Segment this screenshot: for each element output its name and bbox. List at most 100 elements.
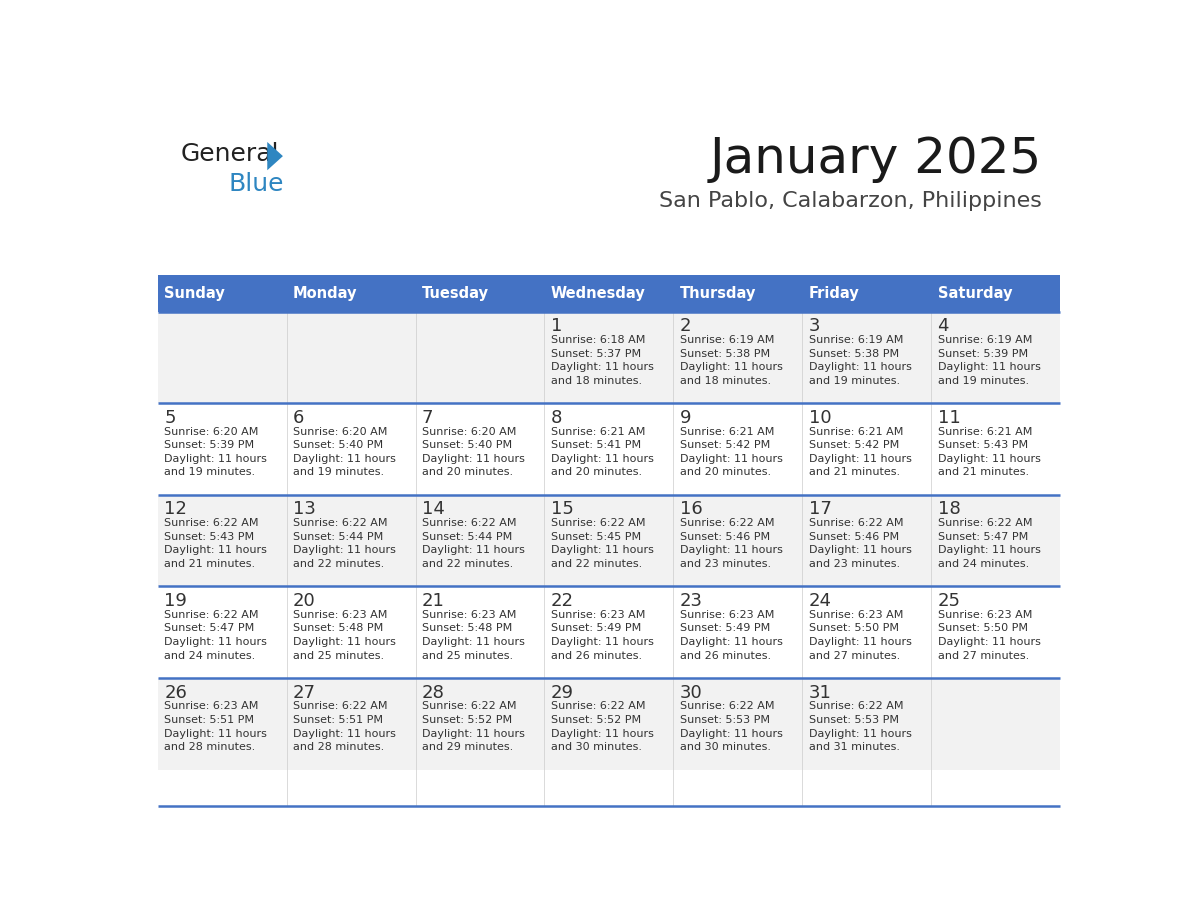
Text: 23: 23: [680, 592, 703, 610]
Text: 1: 1: [551, 317, 562, 335]
Bar: [674, 403, 802, 495]
Text: 5: 5: [164, 409, 176, 427]
Text: Sunrise: 6:22 AM
Sunset: 5:46 PM
Daylight: 11 hours
and 23 minutes.: Sunrise: 6:22 AM Sunset: 5:46 PM Dayligh…: [680, 518, 783, 569]
Text: 22: 22: [551, 592, 574, 610]
Bar: [286, 274, 416, 311]
Text: Thursday: Thursday: [680, 285, 756, 301]
Text: Sunrise: 6:23 AM
Sunset: 5:50 PM
Daylight: 11 hours
and 27 minutes.: Sunrise: 6:23 AM Sunset: 5:50 PM Dayligh…: [809, 610, 911, 661]
Text: San Pablo, Calabarzon, Philippines: San Pablo, Calabarzon, Philippines: [658, 192, 1042, 211]
Bar: [416, 403, 544, 495]
Text: 7: 7: [422, 409, 434, 427]
Text: 28: 28: [422, 684, 444, 701]
Bar: [674, 311, 802, 403]
Bar: [416, 587, 544, 678]
Text: Sunrise: 6:22 AM
Sunset: 5:45 PM
Daylight: 11 hours
and 22 minutes.: Sunrise: 6:22 AM Sunset: 5:45 PM Dayligh…: [551, 518, 653, 569]
Text: Sunrise: 6:19 AM
Sunset: 5:38 PM
Daylight: 11 hours
and 19 minutes.: Sunrise: 6:19 AM Sunset: 5:38 PM Dayligh…: [809, 335, 911, 386]
Text: Sunrise: 6:21 AM
Sunset: 5:41 PM
Daylight: 11 hours
and 20 minutes.: Sunrise: 6:21 AM Sunset: 5:41 PM Dayligh…: [551, 427, 653, 477]
Bar: [802, 495, 931, 587]
Bar: [544, 678, 674, 769]
Text: 21: 21: [422, 592, 444, 610]
Bar: [416, 274, 544, 311]
Text: 11: 11: [937, 409, 960, 427]
Bar: [802, 678, 931, 769]
Bar: [158, 587, 286, 678]
Bar: [158, 274, 286, 311]
Bar: [544, 495, 674, 587]
Bar: [416, 495, 544, 587]
Text: Sunrise: 6:22 AM
Sunset: 5:47 PM
Daylight: 11 hours
and 24 minutes.: Sunrise: 6:22 AM Sunset: 5:47 PM Dayligh…: [937, 518, 1041, 569]
Text: 12: 12: [164, 500, 187, 519]
Text: Sunrise: 6:22 AM
Sunset: 5:44 PM
Daylight: 11 hours
and 22 minutes.: Sunrise: 6:22 AM Sunset: 5:44 PM Dayligh…: [293, 518, 396, 569]
Bar: [416, 311, 544, 403]
Text: 15: 15: [551, 500, 574, 519]
Text: 30: 30: [680, 684, 702, 701]
Text: Saturday: Saturday: [937, 285, 1012, 301]
Bar: [674, 587, 802, 678]
Text: Sunrise: 6:19 AM
Sunset: 5:38 PM
Daylight: 11 hours
and 18 minutes.: Sunrise: 6:19 AM Sunset: 5:38 PM Dayligh…: [680, 335, 783, 386]
Bar: [931, 678, 1060, 769]
Text: 14: 14: [422, 500, 444, 519]
Text: Sunrise: 6:20 AM
Sunset: 5:40 PM
Daylight: 11 hours
and 19 minutes.: Sunrise: 6:20 AM Sunset: 5:40 PM Dayligh…: [293, 427, 396, 477]
Bar: [802, 311, 931, 403]
Bar: [544, 274, 674, 311]
Bar: [286, 495, 416, 587]
Bar: [158, 311, 286, 403]
Text: 9: 9: [680, 409, 691, 427]
Text: 25: 25: [937, 592, 961, 610]
Bar: [931, 274, 1060, 311]
Text: Sunrise: 6:21 AM
Sunset: 5:43 PM
Daylight: 11 hours
and 21 minutes.: Sunrise: 6:21 AM Sunset: 5:43 PM Dayligh…: [937, 427, 1041, 477]
Text: Friday: Friday: [809, 285, 859, 301]
Text: Sunrise: 6:18 AM
Sunset: 5:37 PM
Daylight: 11 hours
and 18 minutes.: Sunrise: 6:18 AM Sunset: 5:37 PM Dayligh…: [551, 335, 653, 386]
Text: 19: 19: [164, 592, 187, 610]
Text: 29: 29: [551, 684, 574, 701]
Text: Sunrise: 6:22 AM
Sunset: 5:51 PM
Daylight: 11 hours
and 28 minutes.: Sunrise: 6:22 AM Sunset: 5:51 PM Dayligh…: [293, 701, 396, 752]
Bar: [158, 678, 286, 769]
Bar: [931, 587, 1060, 678]
Bar: [158, 403, 286, 495]
Text: 24: 24: [809, 592, 832, 610]
Polygon shape: [267, 142, 283, 170]
Text: 13: 13: [293, 500, 316, 519]
Text: Blue: Blue: [228, 172, 284, 196]
Text: Sunday: Sunday: [164, 285, 225, 301]
Text: Sunrise: 6:23 AM
Sunset: 5:50 PM
Daylight: 11 hours
and 27 minutes.: Sunrise: 6:23 AM Sunset: 5:50 PM Dayligh…: [937, 610, 1041, 661]
Text: Sunrise: 6:20 AM
Sunset: 5:39 PM
Daylight: 11 hours
and 19 minutes.: Sunrise: 6:20 AM Sunset: 5:39 PM Dayligh…: [164, 427, 267, 477]
Text: Sunrise: 6:23 AM
Sunset: 5:49 PM
Daylight: 11 hours
and 26 minutes.: Sunrise: 6:23 AM Sunset: 5:49 PM Dayligh…: [680, 610, 783, 661]
Text: 31: 31: [809, 684, 832, 701]
Bar: [674, 495, 802, 587]
Bar: [544, 587, 674, 678]
Text: Monday: Monday: [293, 285, 358, 301]
Text: 3: 3: [809, 317, 820, 335]
Text: 26: 26: [164, 684, 187, 701]
Text: Sunrise: 6:22 AM
Sunset: 5:52 PM
Daylight: 11 hours
and 29 minutes.: Sunrise: 6:22 AM Sunset: 5:52 PM Dayligh…: [422, 701, 525, 752]
Text: Sunrise: 6:21 AM
Sunset: 5:42 PM
Daylight: 11 hours
and 20 minutes.: Sunrise: 6:21 AM Sunset: 5:42 PM Dayligh…: [680, 427, 783, 477]
Text: January 2025: January 2025: [709, 135, 1042, 183]
Bar: [931, 311, 1060, 403]
Bar: [931, 495, 1060, 587]
Text: Sunrise: 6:22 AM
Sunset: 5:43 PM
Daylight: 11 hours
and 21 minutes.: Sunrise: 6:22 AM Sunset: 5:43 PM Dayligh…: [164, 518, 267, 569]
Text: 27: 27: [293, 684, 316, 701]
Text: 17: 17: [809, 500, 832, 519]
Text: Sunrise: 6:21 AM
Sunset: 5:42 PM
Daylight: 11 hours
and 21 minutes.: Sunrise: 6:21 AM Sunset: 5:42 PM Dayligh…: [809, 427, 911, 477]
Bar: [674, 678, 802, 769]
Text: Sunrise: 6:23 AM
Sunset: 5:48 PM
Daylight: 11 hours
and 25 minutes.: Sunrise: 6:23 AM Sunset: 5:48 PM Dayligh…: [422, 610, 525, 661]
Text: Sunrise: 6:22 AM
Sunset: 5:46 PM
Daylight: 11 hours
and 23 minutes.: Sunrise: 6:22 AM Sunset: 5:46 PM Dayligh…: [809, 518, 911, 569]
Text: Sunrise: 6:22 AM
Sunset: 5:52 PM
Daylight: 11 hours
and 30 minutes.: Sunrise: 6:22 AM Sunset: 5:52 PM Dayligh…: [551, 701, 653, 752]
Bar: [416, 678, 544, 769]
Bar: [544, 403, 674, 495]
Bar: [286, 678, 416, 769]
Bar: [802, 274, 931, 311]
Text: Sunrise: 6:23 AM
Sunset: 5:48 PM
Daylight: 11 hours
and 25 minutes.: Sunrise: 6:23 AM Sunset: 5:48 PM Dayligh…: [293, 610, 396, 661]
Text: Sunrise: 6:22 AM
Sunset: 5:53 PM
Daylight: 11 hours
and 31 minutes.: Sunrise: 6:22 AM Sunset: 5:53 PM Dayligh…: [809, 701, 911, 752]
Bar: [802, 403, 931, 495]
Text: 20: 20: [293, 592, 316, 610]
Text: 16: 16: [680, 500, 702, 519]
Bar: [931, 403, 1060, 495]
Text: Sunrise: 6:23 AM
Sunset: 5:49 PM
Daylight: 11 hours
and 26 minutes.: Sunrise: 6:23 AM Sunset: 5:49 PM Dayligh…: [551, 610, 653, 661]
Text: Sunrise: 6:20 AM
Sunset: 5:40 PM
Daylight: 11 hours
and 20 minutes.: Sunrise: 6:20 AM Sunset: 5:40 PM Dayligh…: [422, 427, 525, 477]
Text: Sunrise: 6:23 AM
Sunset: 5:51 PM
Daylight: 11 hours
and 28 minutes.: Sunrise: 6:23 AM Sunset: 5:51 PM Dayligh…: [164, 701, 267, 752]
Text: Sunrise: 6:22 AM
Sunset: 5:53 PM
Daylight: 11 hours
and 30 minutes.: Sunrise: 6:22 AM Sunset: 5:53 PM Dayligh…: [680, 701, 783, 752]
Text: Tuesday: Tuesday: [422, 285, 489, 301]
Text: 6: 6: [293, 409, 304, 427]
Text: Sunrise: 6:22 AM
Sunset: 5:44 PM
Daylight: 11 hours
and 22 minutes.: Sunrise: 6:22 AM Sunset: 5:44 PM Dayligh…: [422, 518, 525, 569]
